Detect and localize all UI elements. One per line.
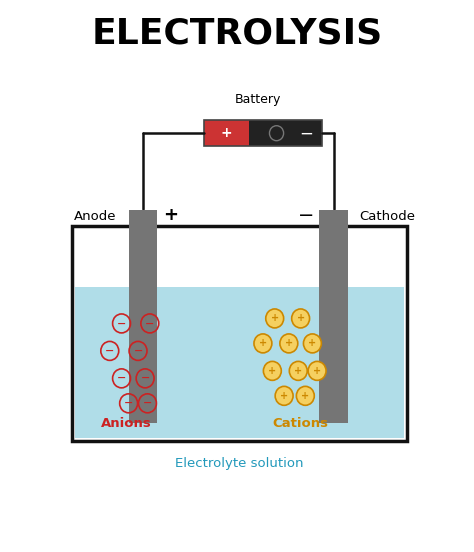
- Text: −: −: [299, 124, 313, 142]
- Text: Anions: Anions: [101, 417, 152, 430]
- Text: −: −: [133, 346, 143, 356]
- Bar: [319, 210, 348, 423]
- Text: +: +: [280, 391, 288, 401]
- Text: +: +: [164, 206, 179, 224]
- Bar: [72, 226, 407, 440]
- Circle shape: [289, 362, 307, 380]
- Text: +: +: [308, 338, 317, 348]
- Bar: [128, 210, 157, 423]
- Text: Cathode: Cathode: [359, 210, 416, 222]
- Circle shape: [280, 334, 298, 353]
- Text: −: −: [117, 319, 126, 328]
- Circle shape: [264, 362, 281, 380]
- Circle shape: [308, 362, 326, 380]
- Circle shape: [296, 386, 314, 405]
- Circle shape: [275, 386, 293, 405]
- Bar: [249, 120, 322, 146]
- Circle shape: [292, 309, 310, 328]
- Text: +: +: [301, 391, 310, 401]
- Text: +: +: [294, 366, 302, 376]
- Text: −: −: [105, 346, 114, 356]
- Text: ELECTROLYSIS: ELECTROLYSIS: [91, 17, 383, 51]
- Text: −: −: [117, 373, 126, 383]
- Text: +: +: [259, 338, 267, 348]
- Text: +: +: [297, 314, 305, 323]
- Text: −: −: [124, 399, 133, 408]
- Text: −: −: [145, 319, 155, 328]
- Bar: [75, 288, 404, 438]
- Text: −: −: [140, 373, 150, 383]
- Circle shape: [254, 334, 272, 353]
- Circle shape: [266, 309, 283, 328]
- Text: Anode: Anode: [74, 210, 117, 222]
- Bar: [204, 120, 322, 146]
- Text: +: +: [268, 366, 276, 376]
- Text: Battery: Battery: [235, 93, 282, 106]
- Text: +: +: [220, 126, 232, 140]
- Circle shape: [303, 334, 321, 353]
- Bar: [204, 120, 249, 146]
- Text: −: −: [143, 399, 152, 408]
- Text: +: +: [313, 366, 321, 376]
- Text: +: +: [285, 338, 293, 348]
- Text: −: −: [298, 205, 314, 225]
- Text: +: +: [271, 314, 279, 323]
- Text: Electrolyte solution: Electrolyte solution: [175, 457, 304, 470]
- Text: Cations: Cations: [273, 417, 328, 430]
